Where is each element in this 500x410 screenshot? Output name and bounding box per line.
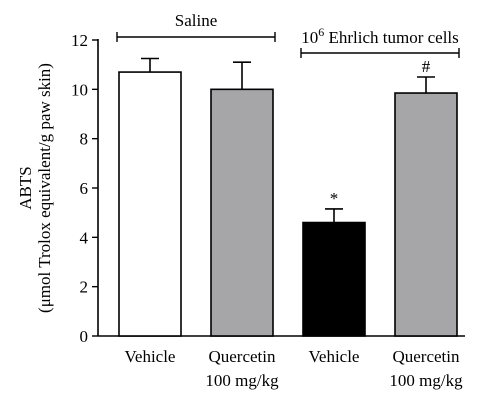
group-label: 106 Ehrlich tumor cells	[301, 25, 459, 47]
bar	[302, 221, 366, 337]
group-label: Saline	[175, 11, 218, 30]
labels: Vehicle Quercetin 100 mg/kg Vehicle Querceti…	[125, 347, 464, 390]
significance-marker: #	[422, 57, 431, 76]
bar	[210, 88, 274, 337]
y-axis-title-line1: ABTS	[16, 166, 35, 209]
y-axis-title-line2: (μmol Trolox equivalent/g paw skin)	[35, 63, 54, 313]
y-tick-label: 6	[80, 179, 89, 198]
category-label: Quercetin	[208, 347, 276, 366]
y-tick-label: 10	[71, 80, 88, 99]
group-brackets: Saline 106 Ehrlich tumor cells	[116, 11, 460, 58]
y-tick-label: 4	[80, 228, 89, 247]
category-label: Quercetin	[392, 347, 460, 366]
category-label: Vehicle	[125, 347, 176, 366]
category-label-line2: 100 mg/kg	[389, 371, 463, 390]
bar	[394, 92, 458, 337]
y-tick-label: 12	[71, 31, 88, 50]
bars: *#	[118, 57, 458, 337]
category-label: Vehicle	[309, 347, 360, 366]
category-label-line2: 100 mg/kg	[205, 371, 279, 390]
y-tick-label: 2	[80, 278, 89, 297]
y-tick-label: 8	[80, 130, 89, 149]
y-tick-label: 0	[80, 327, 89, 346]
axes: 0 2 4 6 8 10 12 ABTS (μmol Trolox equivalent/g p…	[16, 31, 465, 346]
bar	[118, 71, 182, 337]
significance-marker: *	[330, 189, 339, 208]
